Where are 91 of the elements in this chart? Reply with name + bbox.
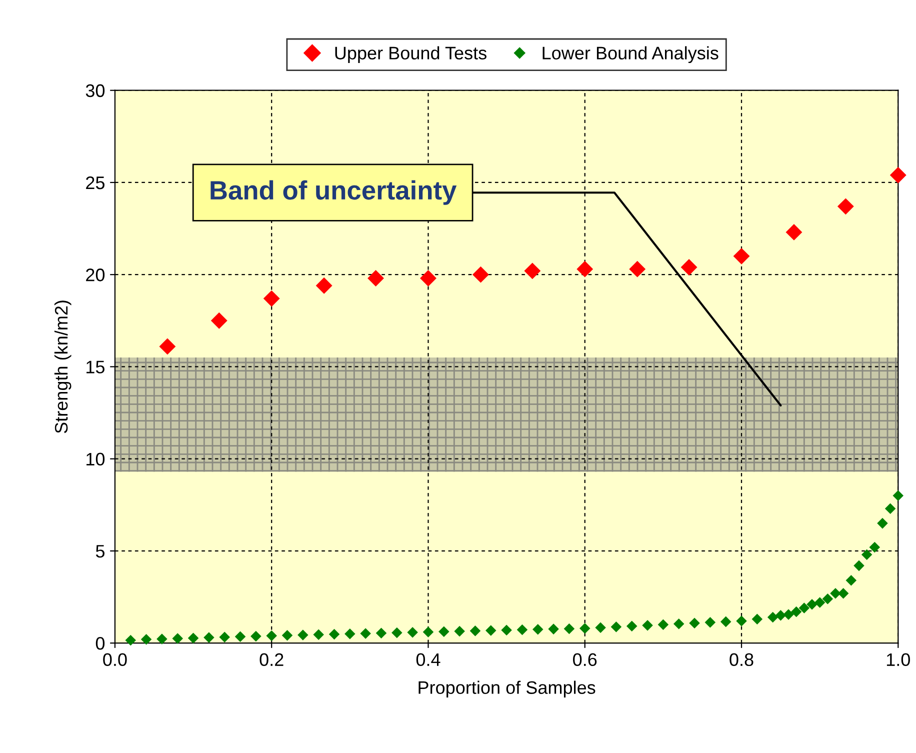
point [470,626,481,636]
point [890,166,906,184]
point [736,616,747,626]
point [767,612,778,623]
point [642,620,653,631]
point [204,632,214,643]
point [814,597,826,608]
point [564,623,575,634]
x-tick-label: 0.6 [573,653,597,666]
y-tick-label: 30 [86,84,105,98]
point [298,630,308,640]
point [786,224,802,240]
point [454,626,465,637]
x-tick-label: 1.0 [886,653,910,666]
point [576,260,594,278]
point [610,621,622,632]
point [360,628,371,639]
point [658,619,669,630]
point [704,617,716,628]
point [368,270,384,286]
point [344,628,356,640]
point [733,248,750,264]
point [210,312,228,329]
point [846,575,857,586]
point [783,609,794,620]
y-tick-label: 20 [86,268,105,282]
point [532,624,544,635]
point [407,626,418,638]
point [250,630,262,642]
point [172,633,183,644]
point [501,624,512,636]
point [156,634,168,644]
point [689,618,700,629]
point [376,628,387,638]
point [392,627,402,638]
point [422,626,434,638]
point [125,634,136,646]
point [680,259,698,276]
point [869,542,880,553]
point [854,560,864,572]
point [629,260,646,278]
point [472,266,489,283]
point [752,614,763,624]
point [316,277,332,294]
point [263,290,280,307]
point [524,262,541,280]
point [548,624,559,634]
point [219,632,230,643]
point [234,631,246,642]
y-tick-label: 10 [86,452,105,466]
point [266,630,277,642]
point [595,622,606,633]
point [159,338,176,355]
point [673,618,684,630]
y-tick-label: 5 [96,545,104,558]
point [837,198,854,215]
point [140,634,152,645]
y-tick-label: 0 [96,636,105,650]
annotation: Band of uncertainty [210,180,457,205]
y-tick-label: 15 [86,360,104,374]
point [516,624,528,636]
point [830,588,841,599]
point [822,593,834,604]
point [486,625,496,636]
point [838,588,849,599]
point [420,270,436,286]
x-tick-label: 0.2 [260,653,284,666]
legend-label: Upper Bound Tests [335,46,486,64]
point [877,518,888,529]
legend-label: Lower Bound Analysis [542,46,718,64]
point [798,602,810,614]
point [626,620,638,632]
point [282,630,293,641]
point [884,503,896,514]
point [775,610,786,621]
point [188,632,199,644]
y-tick-label: 25 [86,176,104,190]
point [861,549,872,560]
point [579,622,590,634]
point [328,628,340,640]
point [892,490,904,502]
x-tick-label: 0.0 [103,653,127,666]
point [790,606,802,618]
x-axis-title: Proportion of Samples [418,680,596,698]
y-axis-title: Strength (kn/m2) [54,300,72,434]
x-tick-label: 0.4 [416,653,440,666]
point [720,616,732,628]
x-tick-label: 0.8 [730,653,754,666]
point [806,598,818,610]
point [313,629,324,640]
point [438,626,450,638]
